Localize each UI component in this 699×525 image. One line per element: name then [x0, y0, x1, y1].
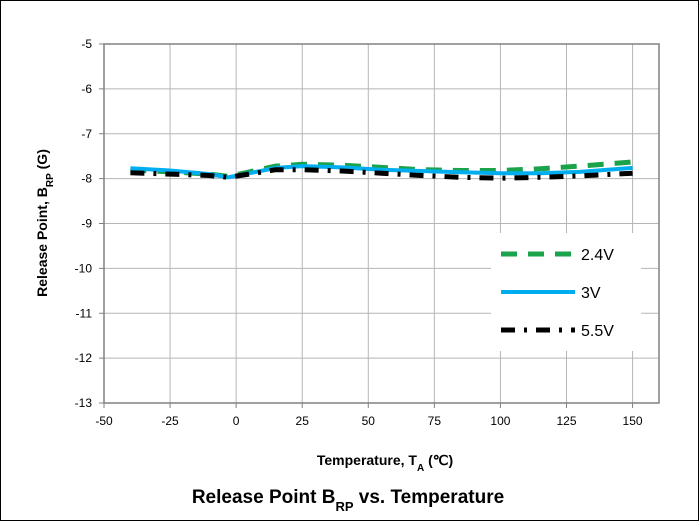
x-tick-label: -50 — [95, 414, 113, 428]
x-tick-label: 25 — [296, 414, 310, 428]
series-group — [130, 159, 633, 181]
x-tick-label: 0 — [233, 414, 240, 428]
x-tick-label: 50 — [362, 414, 376, 428]
x-tick-label: -25 — [161, 414, 179, 428]
y-tick-label: -11 — [76, 306, 93, 320]
series-line-5.5V — [130, 167, 633, 181]
x-ticks: -50 -25 0 25 50 75 100 125 150 — [95, 403, 643, 428]
y-axis-label: Release Point, BRP (G) — [34, 149, 56, 297]
x-tick-label: 125 — [556, 414, 576, 428]
series-line-3V — [130, 164, 633, 180]
legend: 2.4V 3V 5.5V — [491, 233, 641, 351]
x-tick-label: 75 — [428, 414, 442, 428]
x-axis-label: Temperature, TA (℃) — [317, 452, 453, 474]
y-tick-label: -9 — [81, 217, 92, 231]
y-ticks: -13 -12 -11 -10 -9 -8 -7 -6 -5 — [75, 37, 104, 410]
y-tick-label: -12 — [75, 351, 93, 365]
legend-label-5.5V: 5.5V — [581, 323, 614, 340]
y-tick-label: -5 — [81, 37, 92, 51]
legend-label-3V: 3V — [581, 285, 601, 302]
grid — [104, 44, 659, 403]
x-tick-label: 150 — [623, 414, 643, 428]
y-tick-label: -7 — [81, 127, 92, 141]
x-tick-label: 100 — [490, 414, 510, 428]
y-tick-label: -8 — [81, 172, 92, 186]
y-tick-label: -13 — [75, 396, 93, 410]
y-tick-label: -6 — [81, 82, 92, 96]
y-tick-label: -10 — [75, 261, 93, 275]
legend-label-2.4V: 2.4V — [581, 247, 614, 264]
chart-title: Release Point BRP vs. Temperature — [192, 487, 504, 514]
